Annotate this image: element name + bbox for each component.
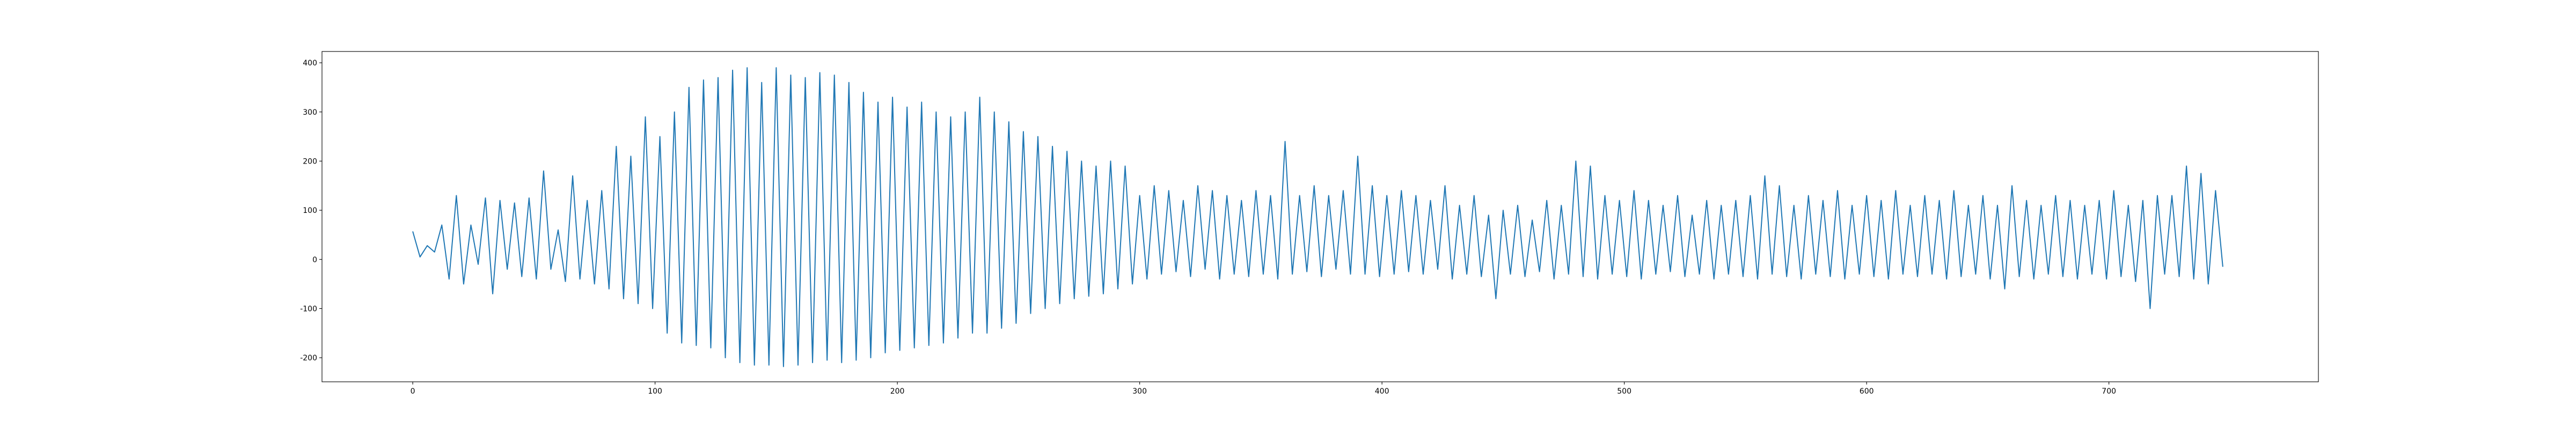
x-tick-label: 0 bbox=[411, 387, 415, 396]
x-tick-label: 700 bbox=[2102, 387, 2116, 396]
y-tick-label: 0 bbox=[312, 256, 317, 264]
x-tick-label: 400 bbox=[1375, 387, 1389, 396]
y-tick-label: 400 bbox=[303, 59, 317, 68]
y-tick-label: 300 bbox=[303, 108, 317, 117]
y-tick-label: 200 bbox=[303, 157, 317, 166]
x-tick-label: 100 bbox=[648, 387, 662, 396]
x-tick-label: 500 bbox=[1617, 387, 1631, 396]
plot-frame bbox=[321, 51, 2319, 382]
x-tick-label: 300 bbox=[1132, 387, 1147, 396]
y-tick-label: -200 bbox=[300, 354, 317, 363]
y-tick-label: 100 bbox=[303, 206, 317, 215]
x-tick-label: 200 bbox=[890, 387, 905, 396]
data-line bbox=[412, 67, 2223, 367]
y-tick-label: -100 bbox=[300, 305, 317, 313]
x-tick-label: 600 bbox=[1860, 387, 1874, 396]
